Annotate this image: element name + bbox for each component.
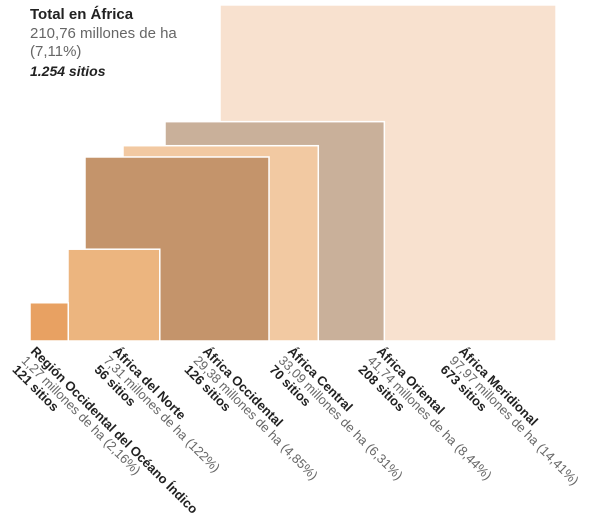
total-title: Total en África <box>30 6 134 23</box>
total-share: (7,11%) <box>30 43 81 60</box>
square <box>67 248 161 342</box>
total-sites: 1.254 sitios <box>30 63 106 79</box>
region-area: 97,97 millones de ha (14,41%) <box>447 353 582 488</box>
total-area: 210,76 millones de ha <box>30 25 177 42</box>
square <box>29 301 70 342</box>
